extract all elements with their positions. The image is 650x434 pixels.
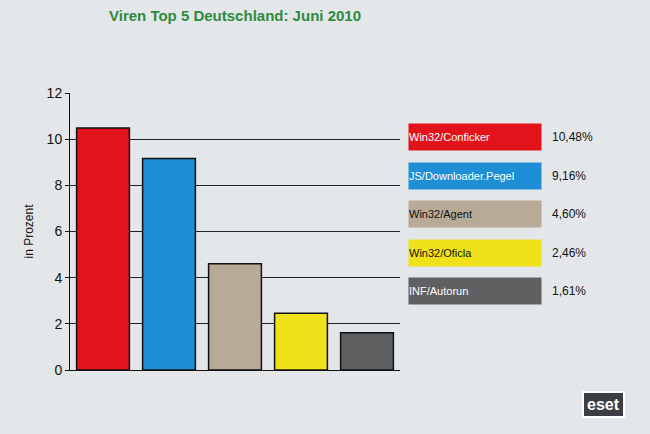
svg-text:JS/Downloader.Pegel: JS/Downloader.Pegel	[409, 170, 514, 182]
svg-text:1,61%: 1,61%	[552, 284, 586, 298]
svg-text:6: 6	[54, 223, 62, 239]
svg-text:2: 2	[54, 316, 62, 332]
svg-text:9,16%: 9,16%	[552, 169, 586, 183]
svg-text:8: 8	[54, 177, 62, 193]
svg-text:eset: eset	[587, 396, 620, 413]
svg-text:4,60%: 4,60%	[552, 207, 586, 221]
svg-text:10: 10	[47, 131, 63, 147]
svg-text:Win32/Agent: Win32/Agent	[409, 208, 472, 220]
svg-text:Viren Top 5 Deutschland: Juni: Viren Top 5 Deutschland: Juni 2010	[109, 7, 361, 24]
svg-text:INF/Autorun: INF/Autorun	[409, 285, 468, 297]
svg-text:4: 4	[54, 270, 62, 286]
svg-text:0: 0	[54, 362, 62, 378]
svg-text:2,46%: 2,46%	[552, 246, 586, 260]
svg-text:Win32/Conficker: Win32/Conficker	[409, 131, 490, 143]
svg-text:Win32/Oficla: Win32/Oficla	[409, 247, 472, 259]
svg-text:12: 12	[47, 85, 63, 101]
svg-text:in Prozent: in Prozent	[22, 204, 36, 259]
svg-text:10,48%: 10,48%	[552, 130, 593, 144]
